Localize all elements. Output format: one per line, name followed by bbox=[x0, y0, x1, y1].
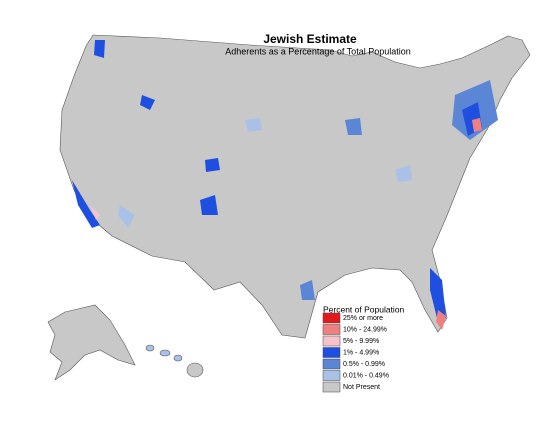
legend-swatch bbox=[322, 370, 341, 381]
legend: 25% or more 10% - 24.99% 5% - 9.99% 1% - 4.… bbox=[322, 312, 389, 393]
legend-label: Not Present bbox=[343, 384, 380, 391]
legend-swatch bbox=[322, 381, 341, 393]
legend-label: 5% - 9.99% bbox=[343, 338, 379, 345]
legend-label: 10% - 24.99% bbox=[343, 326, 387, 333]
map-subtitle: Adherents as a Percentage of Total Popul… bbox=[225, 46, 410, 56]
legend-label: 25% or more bbox=[343, 315, 383, 322]
alaska bbox=[47, 304, 136, 381]
legend-swatch bbox=[322, 312, 341, 324]
legend-swatch bbox=[322, 335, 341, 347]
map-title: Jewish Estimate bbox=[263, 32, 357, 46]
us-map bbox=[59, 34, 531, 339]
legend-title: Percent of Population bbox=[323, 304, 405, 314]
legend-swatch bbox=[322, 347, 341, 358]
legend-label: 1% - 4.99% bbox=[343, 349, 379, 356]
county-patches bbox=[72, 40, 498, 330]
legend-label: 0.5% - 0.99% bbox=[343, 361, 385, 368]
legend-label: 0.01% - 0.49% bbox=[343, 372, 389, 379]
legend-swatch bbox=[322, 358, 341, 370]
hawaii bbox=[145, 344, 204, 378]
legend-swatch bbox=[322, 324, 341, 335]
